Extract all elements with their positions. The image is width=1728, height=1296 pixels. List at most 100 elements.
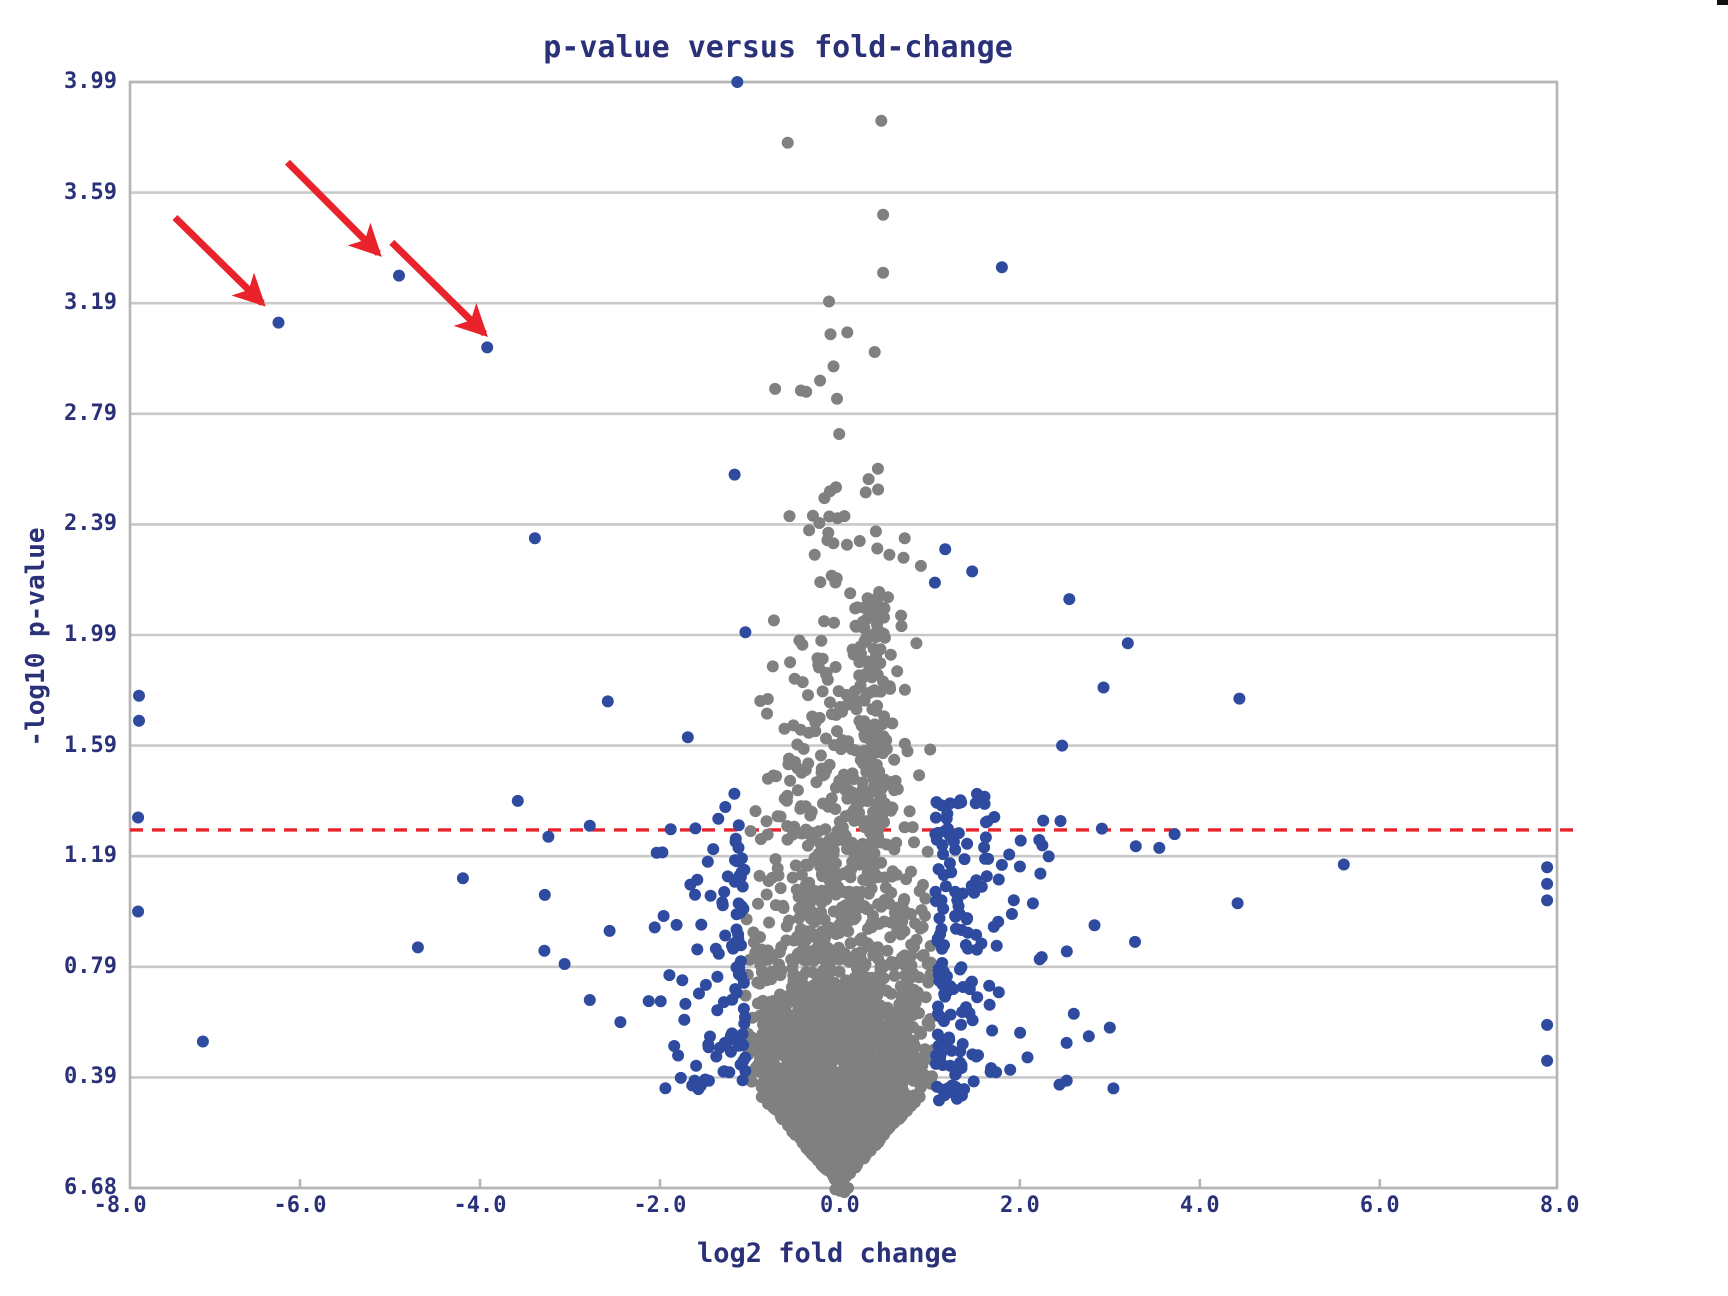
data-point — [874, 685, 887, 698]
data-point — [796, 676, 809, 689]
data-point — [869, 525, 882, 538]
data-point — [614, 1016, 627, 1029]
data-point — [950, 922, 962, 935]
data-point — [844, 808, 856, 821]
data-point — [780, 794, 793, 807]
data-point — [936, 839, 949, 852]
data-point — [717, 996, 730, 1009]
data-point — [769, 382, 782, 395]
annotation-arrow — [389, 239, 488, 338]
data-point — [753, 869, 766, 882]
data-point — [875, 900, 888, 913]
data-point — [938, 939, 950, 952]
data-point — [728, 787, 741, 800]
data-point — [858, 715, 871, 728]
data-point — [944, 1059, 957, 1072]
y-tick-label: 2.79 — [64, 400, 117, 426]
x-tick-label: -4.0 — [453, 1193, 507, 1218]
data-point — [1005, 908, 1018, 920]
data-point — [937, 848, 950, 861]
data-point — [882, 591, 894, 604]
data-point — [674, 1071, 687, 1084]
data-point — [875, 114, 888, 127]
data-point — [820, 732, 832, 745]
data-point — [845, 1033, 858, 1046]
data-point — [857, 601, 870, 614]
data-point — [804, 892, 817, 905]
data-point — [930, 895, 942, 908]
data-point — [754, 931, 766, 943]
data-point — [827, 360, 840, 373]
data-point — [919, 1072, 932, 1085]
data-point — [833, 815, 846, 828]
data-point — [808, 854, 821, 867]
data-point — [938, 825, 951, 838]
data-point — [929, 885, 942, 898]
data-point — [961, 926, 974, 939]
data-point — [693, 987, 705, 1000]
corner-artifact — [1717, 0, 1728, 5]
data-point — [905, 865, 917, 878]
data-point — [895, 620, 908, 633]
data-point — [847, 773, 860, 786]
data-point — [1541, 894, 1554, 907]
data-point — [542, 830, 555, 843]
data-point — [1067, 1007, 1080, 1020]
data-point — [913, 1025, 926, 1038]
data-point — [766, 950, 779, 962]
data-point — [774, 1048, 787, 1061]
data-point — [1103, 1021, 1116, 1034]
data-point — [676, 974, 689, 987]
data-point — [456, 872, 469, 885]
y-tick-label: 3.99 — [64, 69, 117, 94]
data-point — [1014, 834, 1027, 847]
data-point — [937, 1015, 950, 1028]
data-point — [196, 1035, 209, 1048]
data-point — [716, 899, 729, 912]
data-point — [908, 940, 920, 953]
data-point — [780, 1006, 793, 1018]
data-point — [781, 1039, 793, 1052]
data-point — [850, 955, 863, 968]
data-point — [712, 812, 725, 825]
data-point — [877, 960, 890, 973]
data-point — [799, 1091, 812, 1104]
data-point — [732, 933, 745, 946]
annotation-arrow — [284, 159, 382, 257]
data-point — [779, 1030, 792, 1043]
data-point — [886, 717, 899, 730]
data-point — [908, 1039, 921, 1052]
data-point — [990, 939, 1003, 952]
data-point — [829, 661, 842, 673]
data-point — [896, 1045, 909, 1058]
data-point — [771, 1000, 784, 1013]
data-point — [861, 1047, 874, 1060]
data-point — [793, 634, 806, 647]
chart-title: p-value versus fold-change — [543, 30, 1013, 65]
data-point — [820, 970, 833, 982]
data-point — [859, 486, 872, 499]
data-point — [1053, 1078, 1066, 1091]
data-point — [817, 1001, 829, 1014]
data-point — [657, 910, 670, 922]
data-point — [965, 975, 978, 988]
data-point — [888, 959, 900, 972]
data-point — [816, 685, 829, 698]
data-point — [1003, 848, 1016, 861]
data-point — [932, 863, 945, 876]
data-point — [800, 385, 813, 398]
data-point — [844, 937, 857, 950]
data-point — [871, 668, 884, 681]
data-point — [749, 805, 762, 818]
data-point — [984, 1065, 997, 1078]
data-point — [832, 685, 845, 698]
data-point — [822, 526, 835, 539]
data-point — [931, 796, 943, 809]
data-point — [888, 969, 901, 982]
data-point — [959, 939, 972, 951]
data-point — [904, 1021, 917, 1034]
data-point — [814, 576, 827, 589]
data-point — [806, 509, 819, 522]
x-tick-label: -2.0 — [633, 1193, 687, 1218]
